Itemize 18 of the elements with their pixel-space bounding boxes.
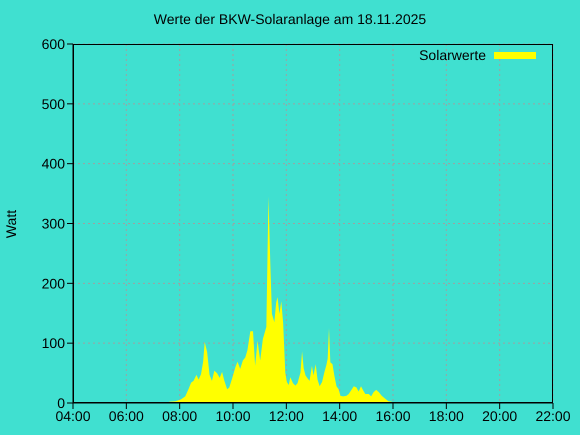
x-tick-label: 14:00 [322,408,358,424]
x-tick-label: 20:00 [482,408,518,424]
legend-label: Solarwerte [419,47,486,63]
y-tick-label: 100 [42,335,66,352]
y-tick-label: 600 [42,36,66,52]
x-tick-label: 12:00 [268,408,304,424]
chart-title: Werte der BKW-Solaranlage am 18.11.2025 [152,11,428,27]
y-tick-label: 500 [42,96,66,112]
x-tick-label: 08:00 [162,408,198,424]
y-tick-label: 400 [42,156,66,172]
x-tick-label: 10:00 [215,408,251,424]
y-tick-label: 200 [42,275,66,292]
x-tick-label: 06:00 [108,408,144,424]
x-tick-label: 18:00 [428,408,464,424]
x-tick-label: 22:00 [535,408,571,424]
y-axis-title: Watt [3,210,19,238]
x-tick-label: 16:00 [375,408,411,424]
y-tick-label: 300 [42,215,66,232]
